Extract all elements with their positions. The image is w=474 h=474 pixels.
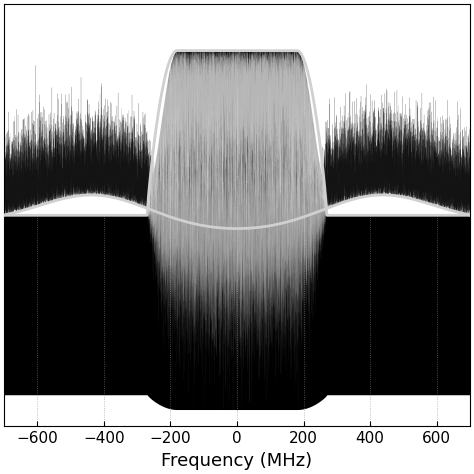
X-axis label: Frequency (MHz): Frequency (MHz) xyxy=(162,452,312,470)
